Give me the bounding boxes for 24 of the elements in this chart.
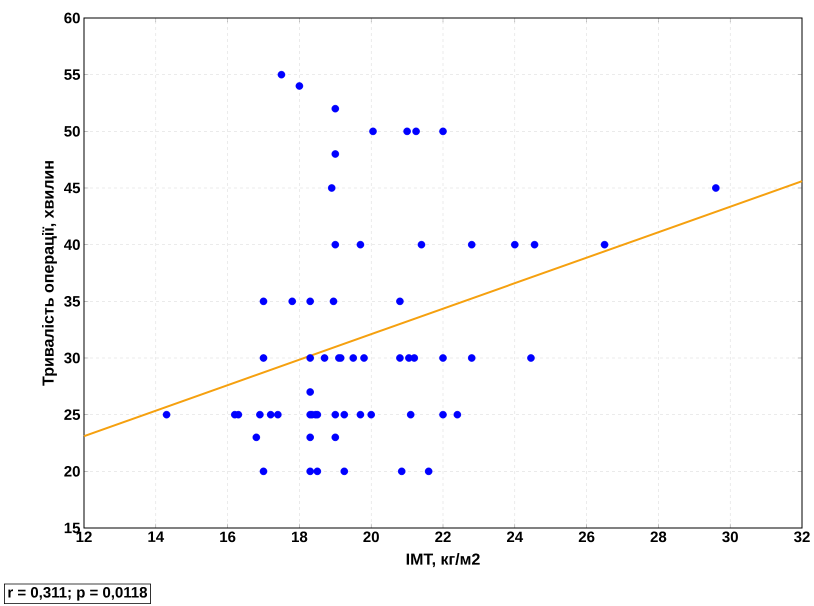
y-tick-label: 15	[64, 522, 80, 534]
x-tick-label: 12	[76, 532, 92, 542]
text: r = 0,311; p = 0,0118	[8, 587, 148, 601]
x-tick-label: 18	[292, 532, 308, 542]
y-tick-label: 55	[64, 69, 80, 80]
x-axis-title: ІМТ, кг/м2	[406, 553, 480, 568]
y-tick-label: 40	[64, 239, 80, 250]
y-tick-label: 50	[64, 126, 80, 137]
y-tick-label: 45	[64, 182, 80, 194]
x-tick-label: 16	[220, 532, 236, 542]
y-tick-label: 20	[64, 466, 80, 477]
x-tick-label: 14	[148, 532, 164, 542]
y-axis-title: Тривалість операції, хвилин	[42, 161, 57, 386]
y-tick-label: 30	[64, 352, 80, 364]
x-tick-label: 22	[435, 532, 451, 542]
y-tick-label: 25	[64, 409, 80, 420]
y-tick-label: 35	[64, 296, 80, 307]
x-tick-label: 20	[363, 532, 379, 542]
x-tick-label: 26	[578, 532, 594, 542]
x-tick-label: 32	[794, 532, 810, 542]
y-tick-label: 60	[64, 12, 80, 24]
x-tick-label: 24	[506, 532, 524, 542]
x-tick-label: 28	[650, 532, 666, 542]
x-tick-label: 30	[722, 532, 738, 542]
